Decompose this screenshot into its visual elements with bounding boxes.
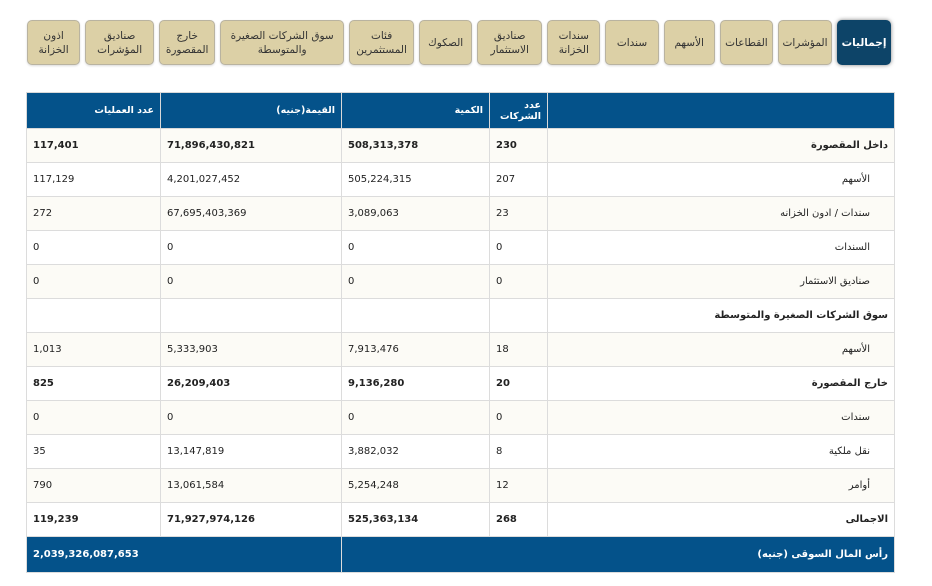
tab-7[interactable]: الصكوك [419,20,473,65]
cell-value: 0 [160,264,342,299]
cell-count: 12 [489,468,548,503]
cell-quantity: 9,136,280 [341,366,490,401]
cell-count: 8 [489,434,548,469]
cell-count: 20 [489,366,548,401]
table-row: السندات 0 0 0 0 [26,230,895,265]
cell-count: 207 [489,162,548,197]
cell-quantity: 505,224,315 [341,162,490,197]
summary-table: عدد الشركات الكمية القيمة(جنيه) عدد العم… [26,92,895,573]
cell-quantity: 7,913,476 [341,332,490,367]
tab-8[interactable]: فئات المستثمرين [349,20,415,65]
header-quantity: الكمية [341,92,490,129]
tab-9[interactable]: سوق الشركات الصغيرة والمتوسطة [220,20,345,65]
table-row: الأسهم 207 505,224,315 4,201,027,452 117,129 [26,162,895,197]
cell-ops: 272 [26,196,161,231]
cell-ops: 0 [26,264,161,299]
cell-value: 13,147,819 [160,434,342,469]
cell-ops [26,298,161,333]
cell-label: السندات [547,230,895,265]
tab-11[interactable]: صناديق المؤشرات [85,20,155,65]
table-header: عدد الشركات الكمية القيمة(جنيه) عدد العم… [26,92,895,129]
cell-label: أوامر [547,468,895,503]
cell-ops: 0 [26,400,161,435]
tab-3[interactable]: الأسهم [663,20,715,65]
table-row: داخل المقصورة 230 508,313,378 71,896,430,82… [26,128,895,163]
tab-2[interactable]: القطاعات [719,20,773,65]
cell-value: 26,209,403 [160,366,342,401]
tab-4[interactable]: سندات [605,20,659,65]
cell-label: سندات / ادون الخزانه [547,196,895,231]
cell-value [160,298,342,333]
cell-quantity: 508,313,378 [341,128,490,163]
market-cap-value: 2,039,326,087,653 [26,536,342,573]
tab-0[interactable]: إجماليات [837,20,891,65]
header-value: القيمة(جنيه) [160,92,342,129]
cell-value: 5,333,903 [160,332,342,367]
table-row: نقل ملكية 8 3,882,032 13,147,819 35 [26,434,895,469]
cell-ops: 790 [26,468,161,503]
cell-ops: 0 [26,230,161,265]
cell-quantity: 0 [341,400,490,435]
cell-ops: 1,013 [26,332,161,367]
header-ops: عدد العمليات [26,92,161,129]
cell-value: 71,927,974,126 [160,502,342,537]
tab-1[interactable]: المؤشرات [778,20,832,65]
cell-ops: 117,401 [26,128,161,163]
header-label [547,92,895,129]
cell-quantity: 3,882,032 [341,434,490,469]
market-cap-label: رأس المال السوقى (جنيه) [341,536,895,573]
header-count: عدد الشركات [489,92,548,129]
cell-ops: 35 [26,434,161,469]
cell-ops: 119,239 [26,502,161,537]
cell-quantity [341,298,490,333]
cell-label: سندات [547,400,895,435]
cell-count: 0 [489,264,548,299]
table-row: الاجمالى 268 525,363,134 71,927,974,126 119,… [26,502,895,537]
cell-quantity: 0 [341,264,490,299]
cell-value: 71,896,430,821 [160,128,342,163]
tab-12[interactable]: اذون الخزانة [27,20,81,65]
table-row: سوق الشركات الصغيرة والمتوسطة [26,298,895,333]
tab-10[interactable]: خارج المقصورة [159,20,216,65]
tab-6[interactable]: صناديق الاستثمار [477,20,543,65]
market-cap-row: رأس المال السوقى (جنيه) 2,039,326,087,65… [26,536,895,573]
cell-quantity: 3,089,063 [341,196,490,231]
cell-ops: 117,129 [26,162,161,197]
cell-label: خارج المقصورة [547,366,895,401]
cell-label: الأسهم [547,162,895,197]
cell-quantity: 0 [341,230,490,265]
tab-bar: إجماليات المؤشرات القطاعات الأسهم سندات سندات… [27,20,891,65]
cell-value: 67,695,403,369 [160,196,342,231]
cell-label: صناديق الاستثمار [547,264,895,299]
cell-value: 4,201,027,452 [160,162,342,197]
cell-quantity: 5,254,248 [341,468,490,503]
cell-count: 0 [489,230,548,265]
cell-value: 0 [160,400,342,435]
table-row: سندات / ادون الخزانه 23 3,089,063 67,695,40… [26,196,895,231]
cell-label: داخل المقصورة [547,128,895,163]
cell-count: 18 [489,332,548,367]
cell-count: 230 [489,128,548,163]
cell-ops: 825 [26,366,161,401]
cell-value: 13,061,584 [160,468,342,503]
cell-value: 0 [160,230,342,265]
cell-count: 0 [489,400,548,435]
cell-label: سوق الشركات الصغيرة والمتوسطة [547,298,895,333]
table-row: الأسهم 18 7,913,476 5,333,903 1,013 [26,332,895,367]
tab-5[interactable]: سندات الخزانة [547,20,601,65]
cell-label: نقل ملكية [547,434,895,469]
cell-count: 268 [489,502,548,537]
cell-count: 23 [489,196,548,231]
table-row: خارج المقصورة 20 9,136,280 26,209,403 825 [26,366,895,401]
cell-label: الاجمالى [547,502,895,537]
cell-quantity: 525,363,134 [341,502,490,537]
table-row: أوامر 12 5,254,248 13,061,584 790 [26,468,895,503]
cell-count [489,298,548,333]
table-row: سندات 0 0 0 0 [26,400,895,435]
cell-label: الأسهم [547,332,895,367]
table-row: صناديق الاستثمار 0 0 0 0 [26,264,895,299]
